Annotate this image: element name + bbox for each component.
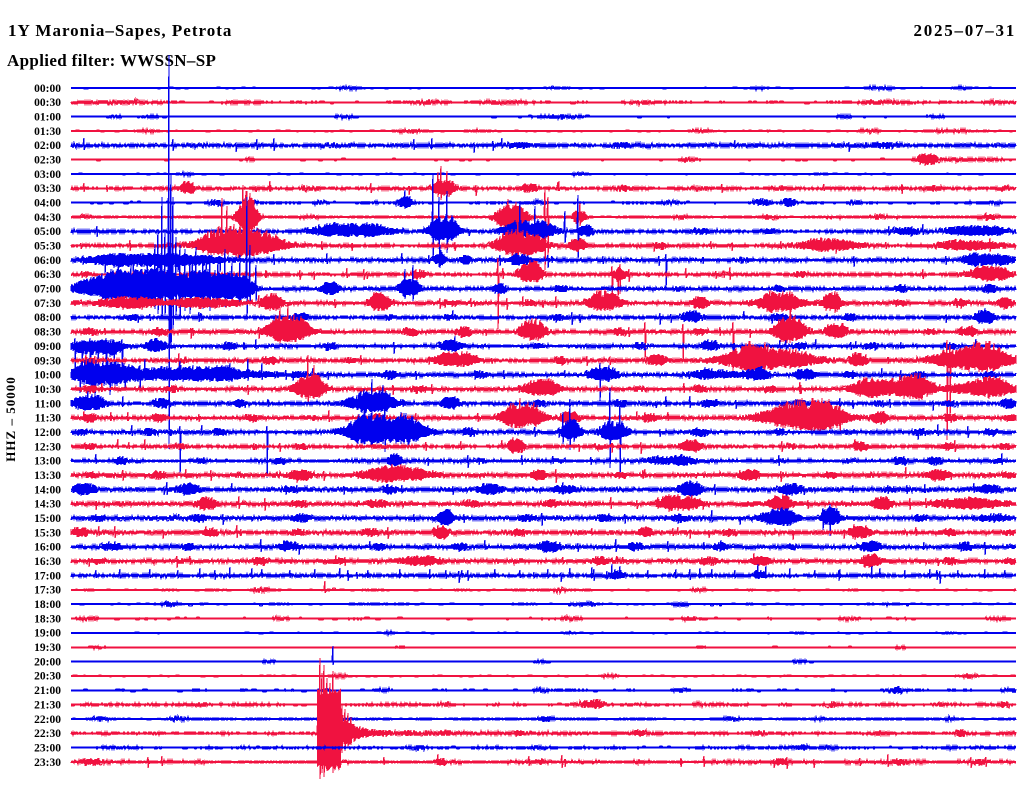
svg-text:09:30: 09:30 xyxy=(34,355,61,367)
svg-text:02:00: 02:00 xyxy=(34,140,61,152)
svg-text:13:30: 13:30 xyxy=(34,470,61,482)
svg-text:18:00: 18:00 xyxy=(34,599,61,611)
svg-text:08:00: 08:00 xyxy=(34,312,61,324)
svg-text:05:30: 05:30 xyxy=(34,241,61,253)
svg-text:08:30: 08:30 xyxy=(34,327,61,339)
svg-text:17:00: 17:00 xyxy=(34,570,61,582)
svg-text:11:00: 11:00 xyxy=(35,398,61,410)
svg-text:16:00: 16:00 xyxy=(34,542,61,554)
svg-text:19:00: 19:00 xyxy=(34,628,61,640)
svg-text:23:00: 23:00 xyxy=(34,742,61,754)
svg-text:21:30: 21:30 xyxy=(34,699,61,711)
svg-text:14:30: 14:30 xyxy=(34,499,61,511)
svg-text:23:30: 23:30 xyxy=(34,757,61,769)
svg-text:15:00: 15:00 xyxy=(34,513,61,525)
svg-text:12:00: 12:00 xyxy=(34,427,61,439)
svg-text:19:30: 19:30 xyxy=(34,642,61,654)
svg-text:03:00: 03:00 xyxy=(34,169,61,181)
svg-text:09:00: 09:00 xyxy=(34,341,61,353)
svg-text:HHZ – 50000: HHZ – 50000 xyxy=(3,376,18,461)
svg-text:10:00: 10:00 xyxy=(34,370,61,382)
svg-text:02:30: 02:30 xyxy=(34,155,61,167)
svg-text:2025–07–31: 2025–07–31 xyxy=(914,21,1017,40)
svg-text:13:00: 13:00 xyxy=(34,456,61,468)
svg-text:15:30: 15:30 xyxy=(34,527,61,539)
svg-text:21:00: 21:00 xyxy=(34,685,61,697)
svg-text:00:00: 00:00 xyxy=(34,83,61,95)
svg-text:14:00: 14:00 xyxy=(34,484,61,496)
svg-text:01:30: 01:30 xyxy=(34,126,61,138)
svg-text:20:30: 20:30 xyxy=(34,671,61,683)
svg-text:05:00: 05:00 xyxy=(34,226,61,238)
svg-text:Applied filter: WWSSN–SP: Applied filter: WWSSN–SP xyxy=(7,51,216,70)
svg-text:07:30: 07:30 xyxy=(34,298,61,310)
svg-text:04:30: 04:30 xyxy=(34,212,61,224)
svg-text:20:00: 20:00 xyxy=(34,656,61,668)
svg-text:06:00: 06:00 xyxy=(34,255,61,267)
svg-text:16:30: 16:30 xyxy=(34,556,61,568)
svg-text:18:30: 18:30 xyxy=(34,613,61,625)
svg-text:00:30: 00:30 xyxy=(34,97,61,109)
svg-text:11:30: 11:30 xyxy=(35,413,61,425)
svg-text:22:30: 22:30 xyxy=(34,728,61,740)
svg-text:06:30: 06:30 xyxy=(34,269,61,281)
svg-text:17:30: 17:30 xyxy=(34,585,61,597)
svg-text:07:00: 07:00 xyxy=(34,284,61,296)
svg-text:22:00: 22:00 xyxy=(34,714,61,726)
svg-text:1Y Maronia–Sapes, Petrota: 1Y Maronia–Sapes, Petrota xyxy=(8,21,232,40)
svg-text:01:00: 01:00 xyxy=(34,112,61,124)
svg-text:10:30: 10:30 xyxy=(34,384,61,396)
svg-text:04:00: 04:00 xyxy=(34,198,61,210)
svg-text:03:30: 03:30 xyxy=(34,183,61,195)
svg-text:12:30: 12:30 xyxy=(34,441,61,453)
